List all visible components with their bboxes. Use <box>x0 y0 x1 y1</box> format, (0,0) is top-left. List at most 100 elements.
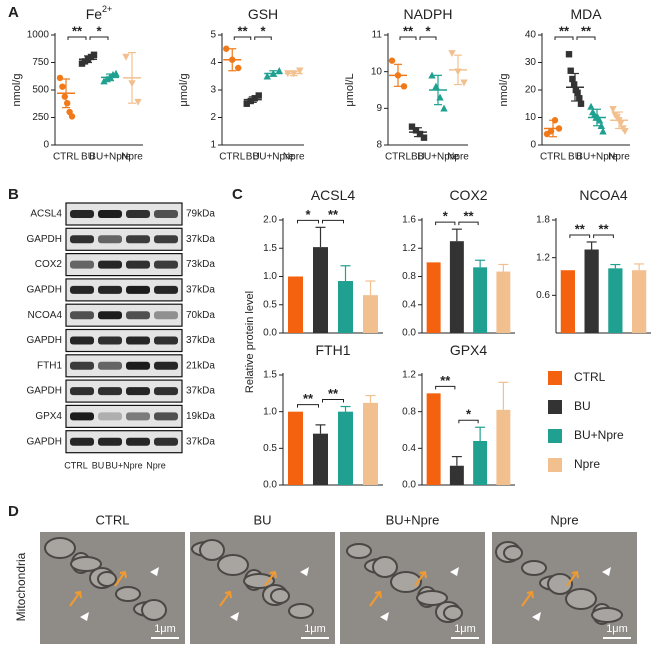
significance-bracket <box>435 221 456 226</box>
data-point <box>388 57 396 64</box>
blot-band <box>98 412 122 421</box>
y-tick-label: 0.0 <box>263 328 277 339</box>
data-point <box>68 113 76 120</box>
scale-label: 1μm <box>454 623 476 635</box>
blot-band <box>98 387 122 396</box>
mitochondrion <box>521 560 547 576</box>
y-tick-label: 1.2 <box>536 252 550 263</box>
data-point <box>448 50 456 58</box>
significance-label: * <box>466 407 472 422</box>
mitochondrion <box>547 573 573 595</box>
title-text: ACSL4 <box>311 187 356 203</box>
blot-band <box>154 210 178 218</box>
data-point <box>416 130 424 138</box>
significance-bracket <box>297 219 319 224</box>
column-label: Npre <box>550 512 578 527</box>
significance-label: ** <box>598 221 609 236</box>
significance-bracket <box>322 219 344 224</box>
blot-protein: ACSL4 <box>30 209 62 220</box>
blot-size: 37kDa <box>186 335 215 346</box>
significance-label: ** <box>559 23 570 38</box>
blot-frame <box>65 278 183 302</box>
data-point <box>420 134 428 141</box>
panel-label: A <box>8 4 19 21</box>
data-point <box>251 95 258 102</box>
data-point <box>460 79 468 87</box>
data-point <box>112 69 120 77</box>
blot-protein: GAPDH <box>26 386 62 397</box>
chart-title: FTH1 <box>316 342 351 358</box>
blot-band <box>70 311 94 320</box>
blot-size: 37kDa <box>186 436 215 447</box>
y-tick-label: 0.5 <box>263 299 277 310</box>
data-point <box>567 67 574 74</box>
column-label: BU+Npre <box>386 512 440 527</box>
y-axis-label: μmol/L <box>344 73 356 106</box>
data-point <box>565 51 573 58</box>
significance-bracket <box>576 36 596 40</box>
bar <box>496 409 511 485</box>
data-point <box>587 102 595 110</box>
y-tick-label: 11 <box>372 30 383 41</box>
blot-band <box>126 361 150 370</box>
mitochondrion <box>346 543 372 559</box>
data-point <box>599 127 607 135</box>
data-point <box>412 127 420 134</box>
blot-size: 70kDa <box>186 310 215 321</box>
significance-bracket <box>233 36 252 40</box>
blot-protein: GAPDH <box>26 335 62 346</box>
bar <box>313 247 328 333</box>
significance-label: ** <box>463 209 474 224</box>
bar <box>496 271 511 333</box>
y-tick-label: 0 <box>530 140 536 151</box>
blot-band <box>126 260 150 269</box>
y-tick-label: 750 <box>32 57 49 68</box>
arrowhead <box>380 612 389 621</box>
blot-size: 37kDa <box>186 386 215 397</box>
significance-label: * <box>425 23 431 38</box>
mitochondrion <box>372 556 398 578</box>
data-point <box>440 104 448 112</box>
arrow <box>566 570 579 587</box>
y-tick-label: 40 <box>525 30 537 41</box>
blot-band <box>70 260 94 269</box>
y-tick-label: 500 <box>32 85 49 96</box>
significance-label: * <box>260 23 266 38</box>
blot-band <box>98 260 122 269</box>
data-point <box>408 123 416 130</box>
bar <box>288 276 303 333</box>
y-tick-label: 0.0 <box>402 328 416 339</box>
data-point <box>570 81 578 88</box>
y-tick-label: 0.4 <box>402 299 416 310</box>
title-text: NCOA4 <box>579 187 627 203</box>
data-point <box>56 74 64 82</box>
y-tick-label: 8 <box>376 140 382 151</box>
y-tick-label: 1.0 <box>263 406 277 417</box>
blot-size: 73kDa <box>186 259 215 270</box>
panel-label: D <box>8 503 19 520</box>
significance-label: ** <box>328 207 339 222</box>
mitochondrion <box>565 588 597 610</box>
y-tick-label: 30 <box>525 57 537 68</box>
x-tick-label: Npre <box>608 152 630 163</box>
y-tick-label: 0.0 <box>402 480 416 491</box>
y-axis-label: nmol/g <box>11 73 23 106</box>
data-point <box>577 100 585 107</box>
blot-protein: GAPDH <box>26 436 62 447</box>
blot-band <box>98 361 122 370</box>
arrowhead <box>532 612 541 621</box>
mitochondrion <box>288 603 314 619</box>
mitochondrion <box>443 605 463 621</box>
mitochondrion <box>217 554 249 576</box>
bar <box>449 241 464 333</box>
blot-band <box>126 210 150 218</box>
blot-band <box>154 387 178 396</box>
data-point <box>263 72 271 80</box>
mitochondrion <box>416 590 448 606</box>
blot-band <box>154 336 178 345</box>
y-tick-label: 2.0 <box>263 215 277 226</box>
y-tick-label: 1.5 <box>263 370 277 381</box>
scale-label: 1μm <box>606 623 628 635</box>
y-tick-label: 0 <box>43 140 49 151</box>
data-point <box>243 100 250 107</box>
